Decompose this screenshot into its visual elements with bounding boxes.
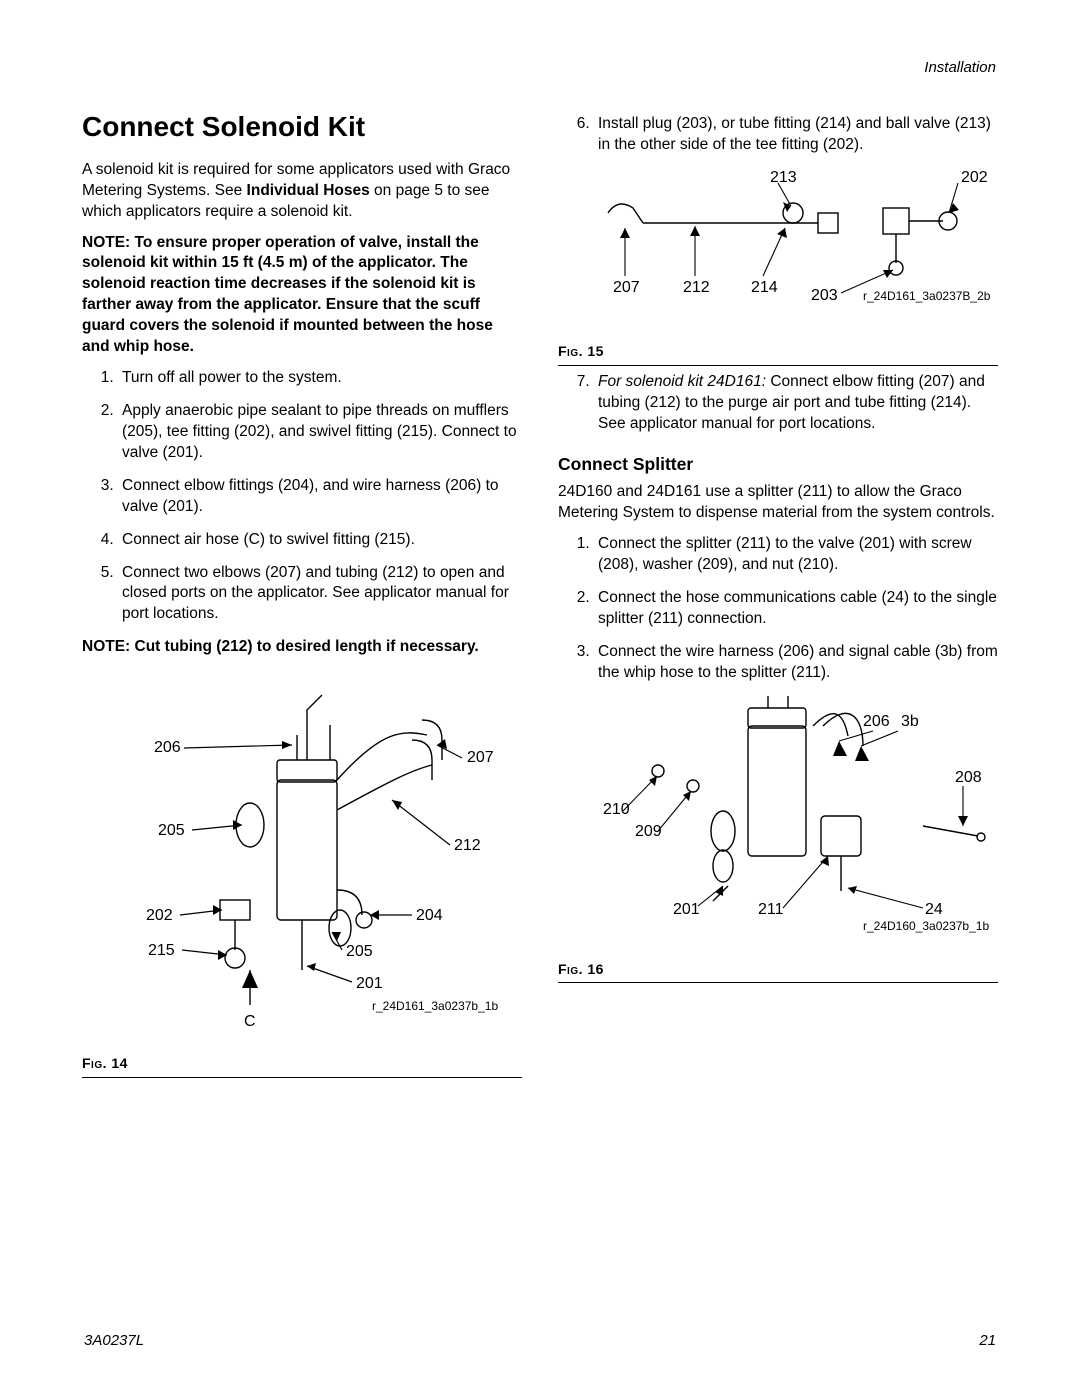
solenoid-steps-1-5: Turn off all power to the system. Apply …: [82, 368, 522, 625]
fig15-cap-prefix: Fig.: [558, 343, 583, 359]
fig14-label-215: 215: [148, 942, 175, 959]
fig15-cap-num: 15: [587, 343, 604, 359]
left-column: Connect Solenoid Kit A solenoid kit is r…: [82, 108, 522, 1084]
fig14-label-201: 201: [356, 975, 383, 992]
step-3: Connect elbow fittings (204), and wire h…: [118, 476, 522, 518]
splitter-heading: Connect Splitter: [558, 453, 998, 477]
note-install-distance: NOTE: To ensure proper operation of valv…: [82, 233, 522, 359]
intro-paragraph: A solenoid kit is required for some appl…: [82, 160, 522, 223]
fig16-label-206: 206: [863, 713, 890, 730]
fig15-label-214: 214: [751, 279, 778, 296]
fig15-label-213: 213: [770, 169, 797, 186]
fig14-ref: r_24D161_3a0237b_1b: [372, 999, 498, 1013]
fig14-label-205b: 205: [346, 943, 373, 960]
splitter-steps: Connect the splitter (211) to the valve …: [558, 534, 998, 684]
fig15-label-203: 203: [811, 287, 838, 304]
fig16-label-3b: 3b: [901, 713, 919, 730]
step-6: Install plug (203), or tube fitting (214…: [594, 114, 998, 156]
fig14-caption: Fig. 14: [82, 1054, 522, 1073]
fig15-svg: 213 202 207 212 214 203 r_24D161_3a0237B…: [563, 168, 993, 338]
step-4: Connect air hose (C) to swivel fitting (…: [118, 530, 522, 551]
figure-14: 206 207 205 212 202 204 215 205 201 C r_…: [82, 670, 522, 1078]
step-2: Apply anaerobic pipe sealant to pipe thr…: [118, 401, 522, 464]
footer-page: 21: [979, 1331, 996, 1351]
solenoid-step-7: For solenoid kit 24D161: Connect elbow f…: [558, 372, 998, 435]
fig14-cap-num: 14: [111, 1055, 128, 1071]
note-cut-tubing: NOTE: Cut tubing (212) to desired length…: [82, 637, 522, 658]
fig14-label-204: 204: [416, 907, 443, 924]
fig15-label-207: 207: [613, 279, 640, 296]
footer-docnum: 3A0237L: [84, 1331, 144, 1351]
fig14-label-207: 207: [467, 749, 494, 766]
fig14-label-206: 206: [154, 739, 181, 756]
fig14-label-202: 202: [146, 907, 173, 924]
page-title: Connect Solenoid Kit: [82, 108, 522, 146]
fig14-label-212: 212: [454, 837, 481, 854]
fig15-label-212: 212: [683, 279, 710, 296]
fig14-label-C: C: [244, 1013, 256, 1030]
step-5: Connect two elbows (207) and tubing (212…: [118, 563, 522, 626]
figure-15: 213 202 207 212 214 203 r_24D161_3a0237B…: [558, 168, 998, 366]
step-7: For solenoid kit 24D161: Connect elbow f…: [594, 372, 998, 435]
fig16-ref: r_24D160_3a0237b_1b: [863, 919, 989, 933]
fig16-svg: 210 209 206 3b 208 201 211 24 r_24D160_3…: [563, 696, 993, 956]
solenoid-step-6: Install plug (203), or tube fitting (214…: [558, 114, 998, 156]
fig15-ref: r_24D161_3a0237B_2b: [863, 289, 991, 303]
step-1: Turn off all power to the system.: [118, 368, 522, 389]
fig15-caption: Fig. 15: [558, 342, 998, 361]
fig15-label-202: 202: [961, 169, 988, 186]
fig14-label-205a: 205: [158, 822, 185, 839]
fig16-caption: Fig. 16: [558, 960, 998, 979]
right-column: Install plug (203), or tube fitting (214…: [558, 108, 998, 1084]
fig16-label-208: 208: [955, 769, 982, 786]
figure-16: 210 209 206 3b 208 201 211 24 r_24D160_3…: [558, 696, 998, 984]
splitter-step-2: Connect the hose communications cable (2…: [594, 588, 998, 630]
splitter-step-1: Connect the splitter (211) to the valve …: [594, 534, 998, 576]
header-section: Installation: [924, 58, 996, 78]
splitter-step-3: Connect the wire harness (206) and signa…: [594, 642, 998, 684]
fig16-label-209: 209: [635, 823, 662, 840]
fig14-cap-prefix: Fig.: [82, 1055, 107, 1071]
fig14-svg: 206 207 205 212 202 204 215 205 201 C r_…: [92, 670, 512, 1050]
fig16-cap-prefix: Fig.: [558, 961, 583, 977]
fig16-cap-num: 16: [587, 961, 604, 977]
fig16-label-24: 24: [925, 901, 943, 918]
content-columns: Connect Solenoid Kit A solenoid kit is r…: [82, 108, 998, 1084]
page: Installation Connect Solenoid Kit A sole…: [0, 0, 1080, 1397]
fig16-label-210: 210: [603, 801, 630, 818]
splitter-intro: 24D160 and 24D161 use a splitter (211) t…: [558, 482, 998, 524]
intro-bold: Individual Hoses: [247, 182, 370, 199]
fig16-label-201: 201: [673, 901, 700, 918]
step7-lead: For solenoid kit 24D161:: [598, 373, 766, 390]
fig16-label-211: 211: [758, 901, 784, 918]
